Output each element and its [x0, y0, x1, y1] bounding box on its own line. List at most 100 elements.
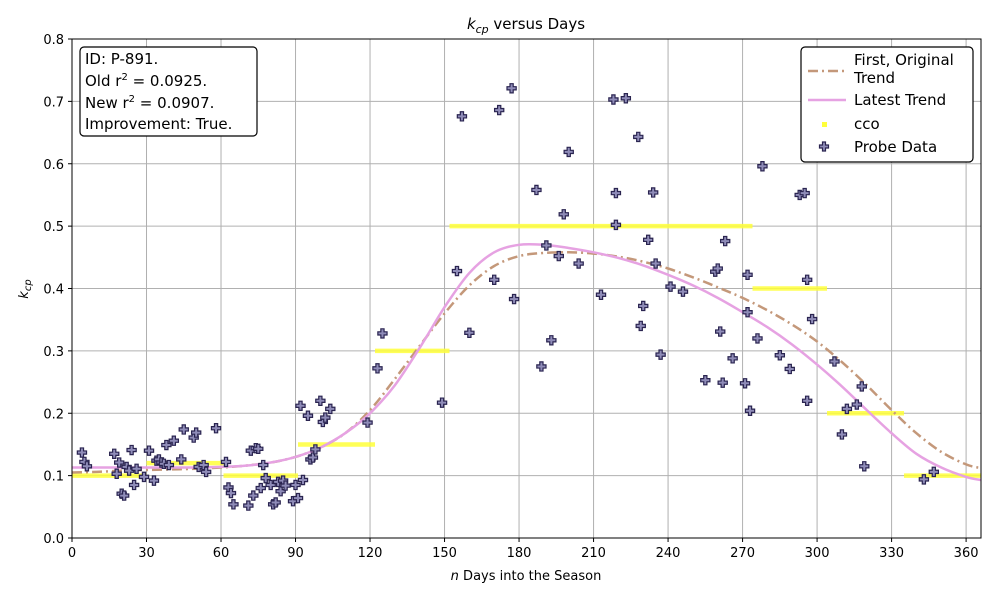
probe-data-point [851, 399, 863, 410]
probe-data-point [228, 499, 239, 510]
probe-data-point [290, 479, 301, 491]
probe-data-point [178, 424, 189, 435]
legend-cco-label: cco [854, 115, 880, 133]
probe-data-point [111, 468, 122, 479]
latest-trend-line [72, 242, 982, 482]
probe-data-point [506, 83, 517, 94]
legend-original-trend-label-2: Trend [853, 69, 895, 87]
probe-data-point [536, 361, 547, 372]
chart-title: kcp versus Days [467, 15, 585, 36]
y-axis-ticks: 0.0 0.1 0.2 0.3 0.4 0.5 0.6 0.7 0.8 [43, 33, 72, 547]
probe-data-point [742, 307, 753, 318]
y-tick-label: 0.7 [43, 95, 64, 110]
probe-data-point [270, 497, 281, 508]
legend-probe-data-swatch [818, 141, 830, 152]
probe-data-point [123, 465, 135, 476]
y-tick-label: 0.0 [43, 532, 64, 547]
probe-data-point [190, 427, 202, 438]
probe-data-point [806, 313, 818, 325]
probe-data-point [546, 335, 557, 346]
probe-data-point [126, 444, 137, 456]
probe-data-point [280, 480, 291, 491]
y-tick-label: 0.1 [43, 470, 64, 485]
info-old-r2: Old r2 = 0.0925. [85, 72, 207, 90]
probe-data-point [635, 320, 646, 332]
info-box: ID: P-891. Old r2 = 0.0925. New r2 = 0.0… [79, 46, 258, 137]
legend-original-trend-label-1: First, Original [854, 51, 954, 69]
x-tick-label: 90 [287, 546, 304, 561]
probe-data-point [113, 457, 125, 468]
y-tick-label: 0.6 [43, 158, 64, 173]
x-tick-label: 360 [954, 546, 979, 561]
probe-data-point [265, 479, 276, 491]
probe-data-point [719, 235, 731, 247]
probe-data-point [836, 429, 848, 440]
probe-data-point [610, 219, 622, 231]
probe-data-point [801, 395, 813, 406]
probe-data-point [739, 378, 751, 389]
probe-data-point [595, 289, 607, 300]
probe-data-point [677, 286, 689, 297]
probe-data-point [715, 326, 726, 337]
probe-data-point [620, 93, 632, 104]
probe-data-point [307, 452, 319, 463]
probe-data-point [757, 161, 768, 172]
probe-data-point [220, 456, 232, 468]
probe-data-point [377, 328, 388, 339]
probe-data-point [553, 250, 564, 262]
probe-data-point [148, 475, 160, 486]
x-axis-ticks: 0 30 60 90 120 150 180 210 240 270 300 330 360 [68, 538, 979, 561]
probe-data-point [563, 146, 574, 158]
x-tick-label: 0 [68, 546, 76, 561]
probe-data-point [225, 487, 237, 499]
probe-data-point [168, 435, 180, 446]
probe-data-point [742, 269, 753, 280]
probe-data-point [489, 274, 500, 285]
probe-data-point [255, 482, 266, 494]
x-tick-label: 270 [730, 546, 755, 561]
probe-data-point [310, 444, 321, 455]
probe-data-point [608, 94, 619, 105]
probe-data-point [655, 349, 666, 360]
probe-data-point [200, 466, 212, 478]
legend-probe-data-label: Probe Data [854, 138, 937, 156]
y-tick-label: 0.5 [43, 220, 64, 235]
legend-latest-trend-label: Latest Trend [854, 91, 946, 109]
probe-data-point [302, 410, 314, 421]
y-tick-label: 0.4 [43, 283, 64, 298]
x-axis-label: n Days into the Season [451, 569, 602, 584]
probe-data-point [138, 471, 150, 483]
probe-data-point [558, 209, 569, 220]
probe-data-point [541, 240, 552, 251]
probe-data-point [451, 265, 463, 277]
probe-data-point [275, 486, 286, 497]
probe-data-point [752, 333, 763, 344]
info-id: ID: P-891. [85, 50, 158, 68]
x-tick-label: 30 [138, 546, 155, 561]
legend: First, Original Trend Latest Trend cco P… [800, 46, 974, 163]
probe-data-point [928, 466, 940, 478]
probe-data-point [650, 258, 661, 269]
probe-data-point [774, 350, 786, 361]
original-trend-series [71, 251, 982, 474]
probe-data-point [918, 474, 930, 485]
y-axis-label: kcp [17, 279, 34, 298]
probe-data-point [315, 395, 326, 406]
probe-data-series [76, 83, 940, 511]
latest-trend-series [72, 242, 982, 482]
y-tick-label: 0.3 [43, 345, 64, 360]
legend-cco-swatch [822, 122, 827, 127]
probe-data-point [372, 363, 383, 374]
probe-data-point [176, 454, 187, 465]
y-tick-label: 0.8 [43, 33, 64, 48]
probe-data-point [638, 300, 649, 312]
probe-data-point [744, 405, 756, 416]
x-tick-label: 120 [358, 546, 383, 561]
x-tick-label: 60 [213, 546, 230, 561]
probe-data-point [493, 104, 505, 116]
plot-frame [71, 38, 982, 539]
probe-data-point [456, 111, 468, 122]
probe-data-point [727, 353, 738, 364]
probe-data-point [665, 281, 676, 292]
info-improvement: Improvement: True. [85, 115, 232, 133]
